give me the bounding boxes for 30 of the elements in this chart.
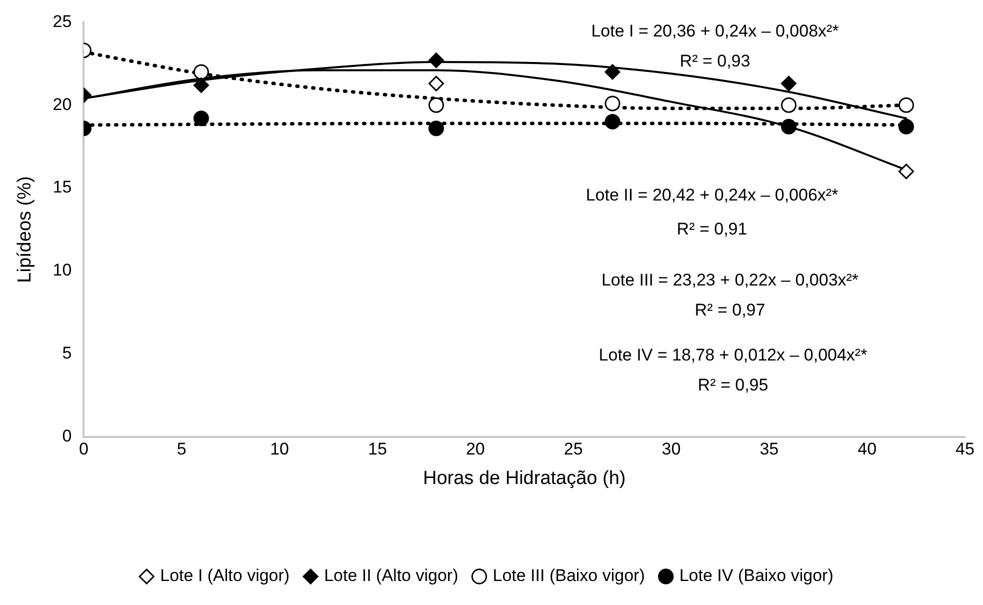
x-tick-label: 5 [176, 440, 186, 459]
legend-label: Lote IV (Baixo vigor) [679, 566, 834, 586]
y-tick-label: 20 [52, 94, 72, 114]
annotation: Lote III = 23,23 + 0,22x – 0,003x²* [601, 270, 859, 290]
annotation: R² = 0,97 [694, 300, 766, 320]
annotation: R² = 0,95 [698, 376, 768, 395]
x-tick-label: 25 [564, 440, 583, 459]
legend-label: Lote III (Baixo vigor) [492, 566, 645, 586]
x-tick-label: 15 [368, 440, 387, 459]
annotation: R² = 0,91 [676, 220, 748, 239]
y-tick-label: 5 [62, 344, 72, 363]
y-tick-label: 10 [52, 260, 72, 280]
legend-label: Lote I (Alto vigor) [160, 566, 290, 586]
annotation: Lote IV = 18,78 + 0,012x – 0,004x²* [598, 346, 868, 365]
x-tick-label: 20 [466, 440, 485, 459]
legend-label: Lote II (Alto vigor) [324, 566, 458, 586]
x-tick-label: 35 [760, 440, 779, 459]
x-tick-label: 40 [858, 440, 877, 459]
annotation: R² = 0,93 [680, 52, 750, 71]
x-axis-title: Horas de Hidratação (h) [422, 468, 626, 489]
y-axis-title: Lipídeos (%) [14, 176, 36, 283]
x-tick-label: 0 [78, 440, 88, 459]
y-tick-label: 15 [52, 178, 72, 197]
x-tick-label: 30 [662, 440, 681, 459]
x-tick-label: 10 [270, 440, 290, 459]
x-tick-label: 45 [956, 440, 974, 459]
annotation: Lote II = 20,42 + 0,24x – 0,006x²* [586, 186, 839, 205]
y-tick-label: 0 [62, 426, 72, 446]
y-tick-label: 25 [52, 12, 72, 31]
annotation: Lote I = 20,36 + 0,24x – 0,008x²* [591, 22, 840, 41]
